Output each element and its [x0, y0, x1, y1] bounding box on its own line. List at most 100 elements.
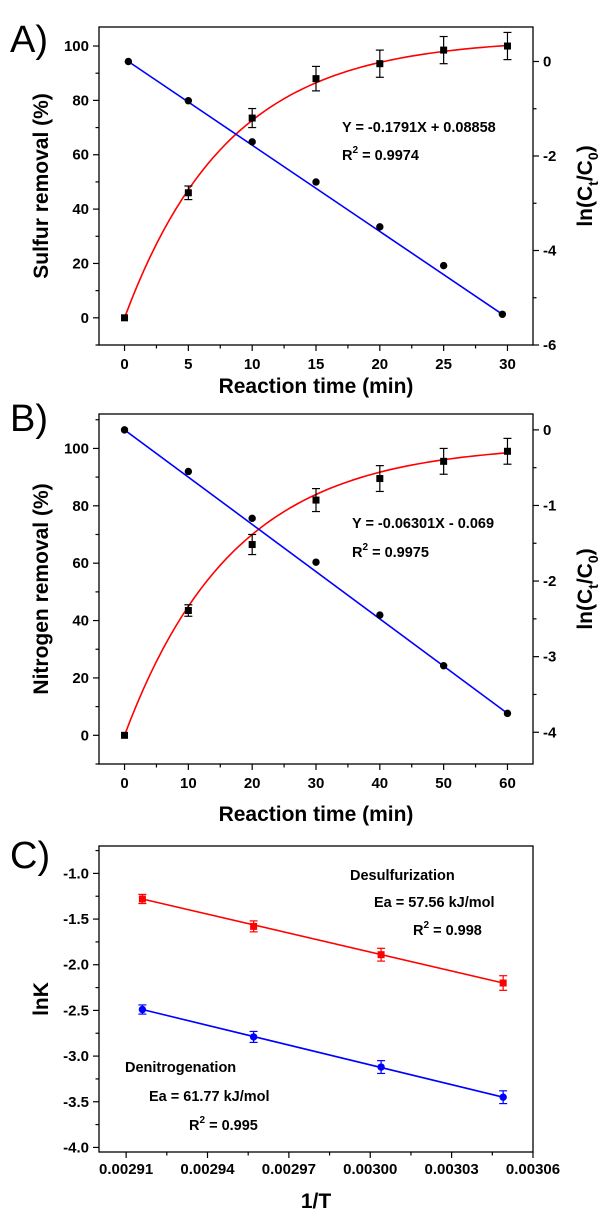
r-squared-label: R2 = 0.995 — [189, 1115, 258, 1134]
x-tick-label: 0 — [120, 356, 128, 373]
y-axis-label: Nitrogen removal (%) — [30, 483, 53, 694]
removal-point — [440, 46, 448, 54]
fit-equation: Y = -0.06301X - 0.069 — [352, 516, 494, 532]
series-point — [499, 1093, 507, 1101]
series-point — [249, 1033, 258, 1041]
removal-point — [121, 731, 129, 739]
x-tick-label: 40 — [371, 775, 388, 792]
y-tick-label: -2.5 — [63, 1002, 89, 1019]
y-tick-label: -3.5 — [63, 1094, 89, 1111]
series-fit-line — [142, 898, 504, 984]
y2-tick-label: -2 — [543, 573, 556, 590]
y2-tick-label: -4 — [543, 724, 557, 741]
x-tick-label: 30 — [499, 356, 516, 373]
y-tick-label: 40 — [72, 201, 89, 218]
series-point — [499, 979, 507, 987]
y2-tick-label: 0 — [543, 53, 551, 70]
y-tick-label: 80 — [72, 92, 89, 109]
plot-frame — [98, 845, 534, 1153]
x-tick-label: 0.00306 — [506, 1161, 560, 1178]
series-point — [377, 1063, 385, 1071]
x-tick-label: 25 — [435, 356, 452, 373]
activation-energy-label: Ea = 57.56 kJ/mol — [374, 895, 495, 911]
removal-point — [121, 314, 129, 322]
y-tick-label: 20 — [72, 670, 89, 687]
series-point — [250, 922, 258, 930]
r-squared-label: R2 = 0.9975 — [352, 542, 429, 561]
x-tick-label: 60 — [499, 775, 516, 792]
y2-tick-label: -6 — [543, 337, 556, 354]
x-tick-label: 0.00300 — [343, 1161, 397, 1178]
y2-axis-label: ln(Ct/C0) — [574, 145, 601, 226]
removal-point — [312, 75, 320, 83]
x-tick-label: 15 — [308, 356, 325, 373]
removal-point — [248, 541, 256, 549]
activation-energy-label: Ea = 61.77 kJ/mol — [149, 1089, 270, 1105]
x-axis-label: Reaction time (min) — [219, 375, 414, 398]
series-label: Desulfurization — [350, 868, 455, 884]
chart-panel-a: A) 0 5 10 15 20 25 30 0 20 40 60 80 100 -6 -4 -2 0 Reactio… — [10, 19, 601, 398]
x-axis-label: Reaction time (min) — [219, 803, 414, 826]
y-tick-label: -4.0 — [63, 1139, 89, 1156]
y-tick-label: 0 — [81, 310, 89, 327]
y-tick-label: 100 — [64, 440, 89, 457]
x-tick-label: 20 — [244, 775, 261, 792]
ln-ratio-fit-line — [124, 429, 508, 714]
x-tick-label: 10 — [180, 775, 197, 792]
removal-point — [248, 114, 256, 122]
series-fit-line — [142, 1008, 504, 1098]
x-tick-label: 20 — [371, 356, 388, 373]
removal-point — [376, 475, 384, 483]
x-tick-label: 0 — [120, 775, 128, 792]
removal-point — [312, 496, 320, 504]
ln-ratio-point — [503, 709, 512, 718]
ln-ratio-point — [124, 57, 133, 66]
ln-ratio-point — [184, 467, 193, 476]
chart-panel-b: B) 0 10 20 30 40 50 60 0 20 40 60 80 100 -4 -3 -2 -1 0 Reac… — [10, 398, 601, 826]
removal-point — [503, 447, 511, 455]
fit-equation: Y = -0.1791X + 0.08858 — [342, 120, 496, 136]
removal-point — [376, 60, 384, 68]
ln-ratio-point — [376, 223, 384, 231]
x-tick-label: 0.00303 — [425, 1161, 479, 1178]
plot-frame — [98, 413, 534, 765]
x-tick-label: 30 — [308, 775, 325, 792]
removal-point — [440, 457, 448, 465]
panel-label: B) — [10, 398, 48, 440]
ln-ratio-point — [120, 426, 129, 434]
x-tick-label: 50 — [435, 775, 452, 792]
y-axis-label: Sulfur removal (%) — [30, 93, 53, 279]
y2-tick-label: -2 — [543, 148, 556, 165]
ln-ratio-point — [439, 662, 448, 670]
y2-tick-label: -4 — [543, 242, 557, 259]
x-tick-label: 0.00294 — [180, 1161, 235, 1178]
r-squared-label: R2 = 0.998 — [413, 920, 482, 939]
ln-ratio-fit-line — [127, 60, 503, 315]
series-label: Denitrogenation — [125, 1060, 236, 1076]
ln-ratio-point — [376, 611, 384, 619]
y-tick-label: 80 — [72, 498, 89, 515]
x-axis-label: 1/T — [301, 1190, 332, 1213]
y2-tick-label: 0 — [543, 422, 551, 439]
x-tick-label: 5 — [184, 356, 192, 373]
y-tick-label: -1.0 — [63, 865, 89, 882]
y-axis-label: lnK — [30, 982, 53, 1016]
ln-ratio-point — [498, 310, 507, 318]
removal-point — [184, 607, 192, 615]
y2-tick-label: -3 — [543, 649, 556, 666]
y-tick-label: 60 — [72, 147, 89, 164]
y-tick-label: 20 — [72, 255, 89, 272]
r-squared-label: R2 = 0.9974 — [342, 145, 419, 164]
removal-point — [503, 42, 511, 50]
series-point — [377, 951, 385, 959]
ln-ratio-point — [312, 178, 320, 186]
x-tick-label: 10 — [244, 356, 261, 373]
series-point — [138, 1005, 147, 1014]
ln-ratio-point — [248, 138, 256, 146]
panel-label: C) — [10, 835, 50, 877]
y2-axis-label: ln(Ct/C0) — [574, 548, 601, 629]
x-tick-label: 0.00291 — [99, 1161, 153, 1178]
panel-label: A) — [10, 19, 48, 61]
ln-ratio-point — [248, 514, 256, 523]
